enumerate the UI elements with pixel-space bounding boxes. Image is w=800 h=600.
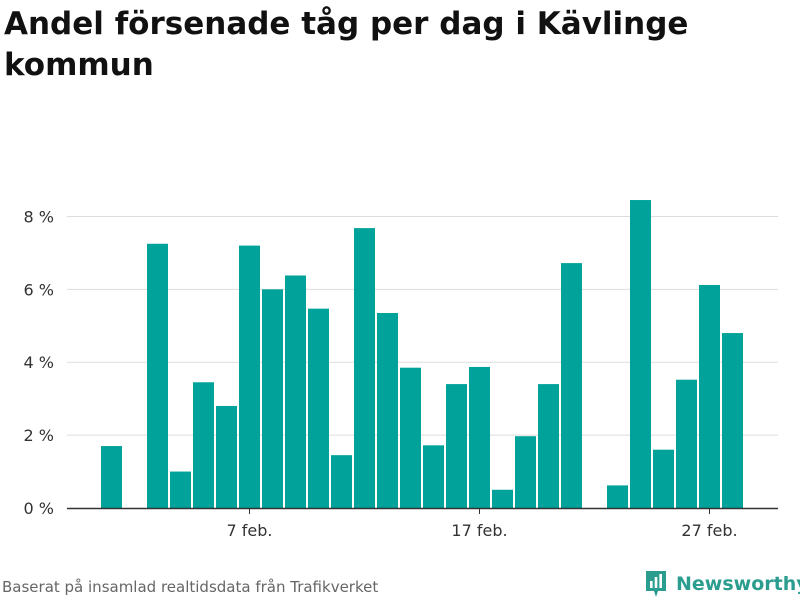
bar <box>538 384 559 508</box>
bar <box>101 446 122 508</box>
bar <box>147 243 168 508</box>
bar <box>561 263 582 508</box>
bar <box>285 275 306 508</box>
y-tick-label: 6 % <box>24 280 54 299</box>
x-tick-label: 7 feb. <box>227 521 273 540</box>
brand-name: Newsworthy <box>676 573 800 595</box>
bar <box>216 405 237 508</box>
bar <box>239 245 260 508</box>
bar <box>515 436 536 508</box>
source-note: Baserat på insamlad realtidsdata från Tr… <box>2 578 379 596</box>
bar <box>446 384 467 508</box>
bar <box>262 289 283 508</box>
y-tick-label: 4 % <box>24 353 54 372</box>
bar <box>193 382 214 508</box>
gridlines <box>67 215 778 436</box>
bar <box>400 367 421 508</box>
y-tick-label: 8 % <box>24 207 54 226</box>
bar <box>469 366 490 508</box>
bar <box>722 333 743 508</box>
bar <box>377 313 398 508</box>
bar <box>331 455 352 508</box>
bar <box>170 471 191 508</box>
bar <box>492 489 513 508</box>
y-tick-label: 2 % <box>24 426 54 445</box>
bar <box>699 284 720 508</box>
brand-logo[interactable]: Newsworthy <box>644 569 800 599</box>
y-tick-label: 0 % <box>24 499 54 518</box>
x-tick-label: 27 feb. <box>681 521 737 540</box>
x-axis-tick-labels: 7 feb. 17 feb. 27 feb. <box>227 508 738 540</box>
chart-title: Andel försenade tåg per dag i Kävlinge k… <box>4 6 689 83</box>
bars <box>101 200 743 509</box>
bar <box>423 445 444 508</box>
bar <box>630 200 651 509</box>
bar <box>676 379 697 508</box>
newsworthy-logo-icon <box>646 571 666 597</box>
x-tick-label: 17 feb. <box>451 521 507 540</box>
bar <box>607 485 628 508</box>
y-axis-tick-labels: 0 % 2 % 4 % 6 % 8 % <box>24 207 54 518</box>
bar <box>653 449 674 508</box>
bar <box>308 308 329 508</box>
bar <box>354 228 375 508</box>
